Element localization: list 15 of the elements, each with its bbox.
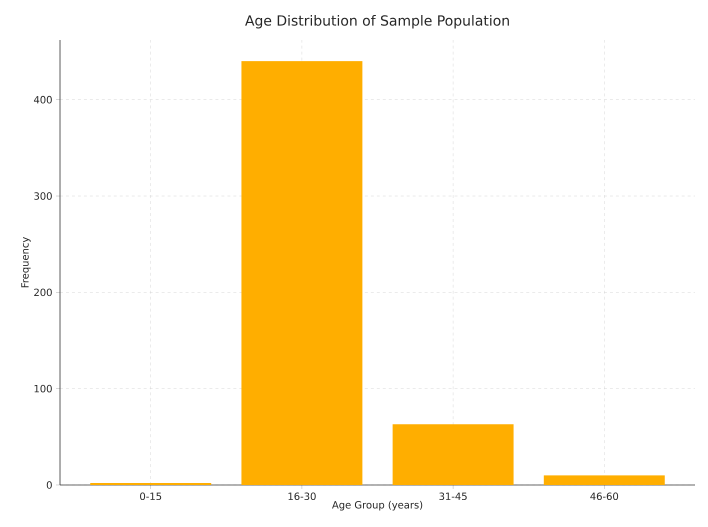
y-tick-label: 100 [34, 384, 52, 392]
y-tick-label: 300 [34, 192, 52, 200]
y-tick-label: 400 [34, 96, 52, 104]
x-tick-label: 16-30 [288, 492, 316, 500]
x-tick-label: 0-15 [140, 492, 162, 500]
x-axis-title: Age Group (years) [332, 500, 422, 511]
y-axis-title: Frequency [21, 237, 31, 288]
bar [392, 424, 514, 485]
x-tick-label: 46-60 [590, 492, 618, 500]
x-tick-label: 31-45 [439, 492, 467, 500]
y-tick-label: 200 [34, 288, 52, 296]
bar [241, 61, 362, 485]
chart-title: Age Distribution of Sample Population [245, 14, 509, 28]
y-tick-label: 0 [46, 481, 52, 489]
bar [544, 475, 665, 485]
